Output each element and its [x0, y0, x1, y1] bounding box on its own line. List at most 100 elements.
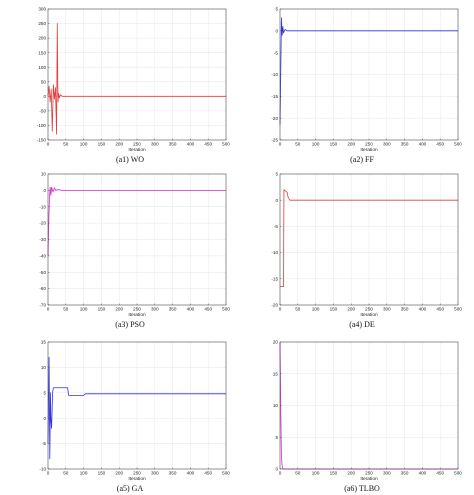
- y-tick-label: 5: [275, 435, 278, 440]
- x-tick-label: 400: [187, 471, 195, 476]
- x-axis-label: Iteration: [360, 147, 378, 153]
- x-tick-label: 350: [401, 471, 409, 476]
- x-tick-label: 0: [279, 471, 282, 476]
- x-tick-label: 400: [187, 307, 195, 312]
- x-tick-label: 300: [383, 142, 391, 147]
- y-tick-label: 300: [38, 7, 46, 12]
- x-tick-label: 200: [347, 307, 355, 312]
- series-line: [47, 356, 226, 460]
- x-tick-label: 350: [169, 142, 177, 147]
- y-tick-label: 250: [38, 21, 46, 26]
- x-tick-label: 200: [347, 142, 355, 147]
- x-tick-label: 500: [222, 307, 230, 312]
- y-tick-label: 0: [275, 467, 278, 472]
- x-tick-label: 500: [454, 471, 462, 476]
- y-tick-label: -30: [39, 237, 46, 242]
- y-tick-label: 100: [38, 65, 46, 70]
- y-tick-label: -15: [271, 276, 278, 281]
- series-line: [47, 23, 226, 135]
- y-tick-label: 0: [275, 28, 278, 33]
- x-tick-label: 200: [115, 142, 123, 147]
- x-tick-label: 500: [222, 471, 230, 476]
- x-tick-label: 0: [279, 307, 282, 312]
- series-line: [279, 17, 458, 125]
- x-tick-label: 100: [80, 471, 88, 476]
- y-tick-label: -20: [39, 221, 46, 226]
- x-tick-label: 300: [151, 307, 159, 312]
- panel-ff: 0 50 100 150 200 250 300 350 400 450 500 -25 -20 -15-…: [262, 5, 462, 165]
- caption-ff: (a2) FF: [350, 155, 374, 164]
- panel-de: 0 50 100 150 200 250 300 350 400 450 500 -20 -15 -10-…: [262, 170, 462, 332]
- x-tick-label: 400: [419, 307, 427, 312]
- x-tick-label: 150: [330, 142, 338, 147]
- caption-wo: (a1) WO: [115, 155, 145, 164]
- x-tick-label: 250: [133, 471, 141, 476]
- y-tick-label: -25: [271, 138, 278, 143]
- x-tick-label: 150: [98, 307, 106, 312]
- y-tick-label: 5: [275, 172, 278, 177]
- chart-de: 0 50 100 150 200 250 300 350 400 450 500-20-15-10-…: [271, 172, 462, 318]
- x-tick-label: 100: [312, 471, 320, 476]
- x-tick-label: 100: [312, 142, 320, 147]
- y-tick-label: -5: [274, 50, 279, 55]
- x-axis-label: Iteration: [128, 147, 146, 153]
- x-axis-label: Iteration: [128, 312, 146, 318]
- x-tick-label: 450: [436, 307, 444, 312]
- y-tick-label: 5: [43, 390, 46, 395]
- x-tick-label: 300: [151, 142, 159, 147]
- y-tick-label: -100: [37, 123, 47, 128]
- x-tick-label: 400: [187, 142, 195, 147]
- y-tick-label: 200: [38, 36, 46, 41]
- y-tick-label: -5: [42, 441, 47, 446]
- y-tick-label: -5: [274, 224, 279, 229]
- x-tick-label: 50: [295, 307, 301, 312]
- series-line: [47, 186, 226, 256]
- x-tick-label: 300: [383, 307, 391, 312]
- x-tick-label: 350: [169, 471, 177, 476]
- x-tick-label: 250: [365, 142, 373, 147]
- y-tick-label: 10: [41, 172, 47, 177]
- y-tick-label: 20: [273, 340, 279, 345]
- y-tick-label: 0: [43, 94, 46, 99]
- x-tick-label: 450: [204, 307, 212, 312]
- x-tick-label: 250: [365, 471, 373, 476]
- y-tick-label: -20: [271, 303, 278, 308]
- chart-ff: 0 50 100 150 200 250 300 350 400 450 500-25-20-15-…: [271, 7, 462, 153]
- x-tick-label: 200: [115, 307, 123, 312]
- x-tick-label: 150: [98, 471, 106, 476]
- x-tick-label: 400: [419, 471, 427, 476]
- x-tick-label: 350: [169, 307, 177, 312]
- x-tick-label: 350: [401, 307, 409, 312]
- x-tick-label: 350: [401, 142, 409, 147]
- y-tick-label: -10: [39, 467, 46, 472]
- y-tick-label: -10: [39, 204, 46, 209]
- chart-ga: 0 50 100 150 200 250 300 350 400 450 500 -10 -5 0 5 10 1…: [39, 340, 230, 482]
- y-tick-label: 150: [38, 50, 46, 55]
- y-tick-label: -20: [271, 116, 278, 121]
- y-tick-label: -40: [39, 253, 46, 258]
- y-tick-label: -60: [39, 286, 46, 291]
- x-tick-label: 450: [204, 142, 212, 147]
- x-tick-label: 0: [47, 307, 50, 312]
- x-axis-label: Iteration: [128, 476, 146, 482]
- y-tick-label: 10: [273, 403, 279, 408]
- x-tick-label: 100: [312, 307, 320, 312]
- x-tick-label: 50: [63, 307, 69, 312]
- x-tick-label: 300: [383, 471, 391, 476]
- caption-tlbo: (a6) TLBO: [344, 484, 380, 493]
- y-tick-label: -10: [271, 250, 278, 255]
- y-tick-label: 0: [275, 198, 278, 203]
- caption-ga: (a5) GA: [116, 484, 144, 493]
- y-tick-label: 5: [275, 7, 278, 12]
- x-tick-label: 50: [295, 471, 301, 476]
- x-tick-label: 50: [63, 142, 69, 147]
- x-tick-label: 150: [98, 142, 106, 147]
- x-tick-label: 300: [151, 471, 159, 476]
- x-tick-label: 50: [63, 471, 69, 476]
- x-tick-label: 100: [80, 307, 88, 312]
- x-tick-label: 200: [115, 471, 123, 476]
- x-tick-label: 50: [295, 142, 301, 147]
- x-tick-label: 450: [436, 142, 444, 147]
- y-tick-label: -50: [39, 108, 46, 113]
- y-tick-label: 15: [273, 371, 279, 376]
